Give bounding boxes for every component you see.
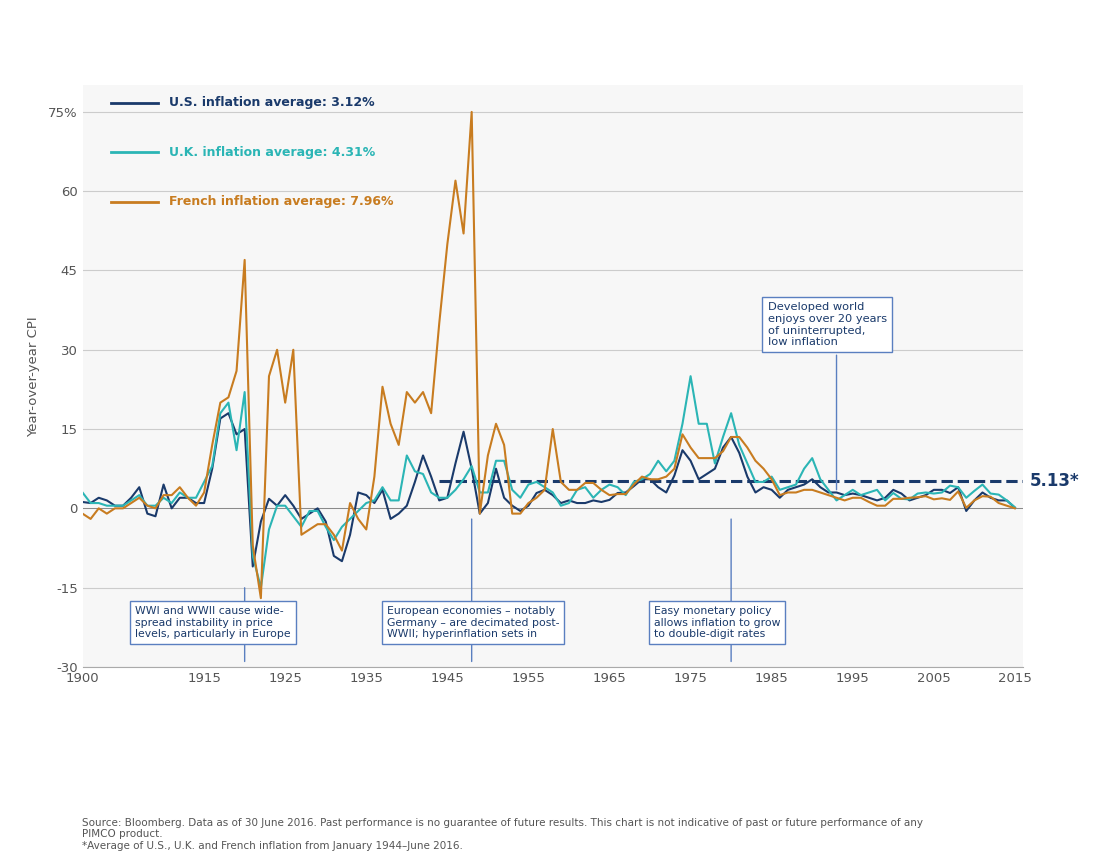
- Text: Easy monetary policy
allows inflation to grow
to double-digit rates: Easy monetary policy allows inflation to…: [654, 606, 781, 640]
- Text: 5.13*: 5.13*: [1030, 472, 1079, 490]
- Text: WWI and WWII cause wide-
spread instability in price
levels, particularly in Eur: WWI and WWII cause wide- spread instabil…: [135, 606, 290, 640]
- Text: U.K. inflation average: 4.31%: U.K. inflation average: 4.31%: [169, 146, 375, 159]
- Text: European economies – notably
Germany – are decimated post-
WWII; hyperinflation : European economies – notably Germany – a…: [386, 606, 559, 640]
- Text: Developed world
enjoys over 20 years
of uninterrupted,
low inflation: Developed world enjoys over 20 years of …: [768, 303, 887, 347]
- Y-axis label: Year-over-year CPI: Year-over-year CPI: [26, 315, 40, 437]
- Text: Source: Bloomberg. Data as of 30 June 2016. Past performance is no guarantee of : Source: Bloomberg. Data as of 30 June 20…: [82, 817, 924, 851]
- Text: French inflation average: 7.96%: French inflation average: 7.96%: [169, 195, 394, 209]
- Text: U.S. inflation average: 3.12%: U.S. inflation average: 3.12%: [169, 97, 375, 109]
